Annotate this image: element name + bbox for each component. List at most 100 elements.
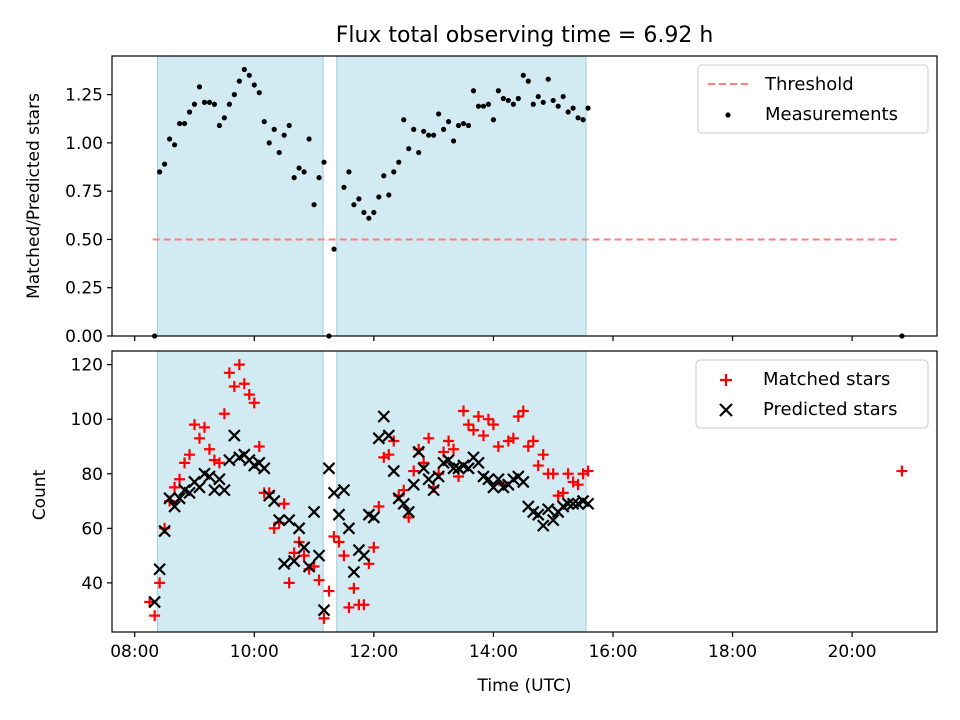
predicted-star-point [536, 519, 550, 532]
predicted-star-point [342, 522, 356, 535]
matched-star-point [149, 610, 161, 622]
measurement-point [515, 95, 521, 102]
predicted-star-point [581, 497, 595, 511]
matched-star-point [403, 511, 415, 523]
top-y-tick-label: 0.25 [65, 279, 103, 299]
measurement-point [396, 159, 402, 165]
predicted-star-point [287, 554, 301, 568]
matched-star-point [298, 550, 310, 562]
matched-star-point [184, 449, 196, 461]
matched-star-point [154, 577, 166, 589]
measurement-point [475, 103, 482, 109]
predicted-star-point [213, 472, 226, 486]
measurement-point [555, 103, 561, 109]
bottom-legend: Matched stars Predicted stars [695, 359, 929, 429]
matched-star-point [193, 432, 205, 444]
matched-star-point [572, 479, 584, 491]
matched-star-point [418, 457, 430, 469]
matched-star-point [477, 430, 489, 442]
predicted-star-point [317, 603, 331, 617]
measurement-point [495, 88, 501, 94]
measurement-point [480, 103, 487, 109]
matched-star-point [522, 440, 534, 452]
measurement-point [525, 78, 531, 84]
measurement-point [580, 117, 586, 123]
measurement-point [311, 202, 317, 208]
matched-star-point [318, 612, 330, 624]
top-y-axis-label: Matched/Predicted stars [24, 93, 44, 299]
legend-measurements-label: Measurements [765, 104, 898, 125]
measurement-point [351, 202, 357, 208]
measurement-point [251, 82, 257, 88]
measurement-point [306, 136, 312, 142]
x-tick-label: 18:00 [708, 642, 757, 662]
legend-threshold-label: Threshold [764, 74, 854, 95]
measurement-point [426, 132, 432, 138]
bottom-y-tick-label: 100 [71, 410, 103, 430]
legend-predicted-label: Predicted stars [763, 399, 897, 420]
legend-predicted-swatch [719, 403, 733, 417]
predicted-star-point [218, 483, 231, 497]
measurement-point [510, 101, 516, 107]
predicted-star-point [531, 508, 545, 521]
measurement-point [440, 126, 447, 132]
measurement-point [465, 122, 472, 129]
matched-star-point [338, 550, 350, 562]
measurement-point [196, 84, 203, 90]
predicted-star-point [397, 497, 411, 511]
x-tick-label: 16:00 [588, 642, 637, 662]
measurement-point [236, 78, 242, 84]
observing-window-band [336, 55, 587, 337]
bottom-panel: 40 60 80 100 120 08:00 10:00 12:00 14:00 16:00 18… [30, 350, 938, 696]
matched-star-point [358, 599, 370, 611]
measurement-point [181, 120, 188, 127]
predicted-star-point [272, 513, 286, 527]
measurement-point [540, 99, 546, 105]
predicted-star-point [297, 541, 311, 554]
measurement-point [331, 246, 337, 252]
predicted-star-point [292, 522, 306, 535]
matched-star-point [448, 443, 460, 455]
predicted-star-point [148, 595, 161, 609]
bottom-y-axis-label: Count [30, 469, 50, 520]
predicted-star-point [492, 472, 505, 486]
matched-star-point [527, 435, 539, 447]
predicted-star-point [517, 475, 530, 489]
measurement-point [166, 136, 173, 142]
predicted-star-point [203, 470, 216, 483]
measurement-point [211, 101, 218, 107]
measurement-point [201, 99, 208, 105]
measurement-point [530, 101, 536, 107]
matched-star-point [507, 432, 519, 444]
predicted-star-point [377, 410, 391, 423]
predicted-star-point [267, 494, 281, 508]
matched-star-point [203, 443, 215, 455]
measurement-point [485, 101, 492, 107]
matched-star-point [313, 574, 325, 586]
predicted-star-point [472, 456, 485, 470]
predicted-star-point [208, 483, 221, 497]
predicted-star-point [332, 508, 346, 521]
bottom-y-tick-label: 40 [81, 574, 103, 594]
x-tick-label: 08:00 [110, 642, 159, 662]
matched-star-point [218, 408, 230, 420]
measurement-point [341, 184, 347, 190]
matched-star-point [512, 410, 524, 422]
measurement-point [301, 169, 307, 175]
bottom-panel-frame [111, 350, 938, 633]
matched-star-point [463, 419, 475, 431]
predicted-star-point [561, 497, 575, 511]
predicted-star-point [462, 462, 475, 475]
measurement-point [391, 169, 397, 175]
measurement-point [560, 93, 566, 100]
measurement-point [500, 95, 506, 102]
predicted-star-point [337, 483, 351, 497]
predicted-star-point [372, 432, 386, 445]
predicted-star-point [158, 524, 171, 538]
measurement-point [216, 122, 223, 129]
measurement-point [281, 132, 287, 138]
bottom-y-tick-label: 120 [71, 356, 103, 376]
predicted-star-point [153, 562, 166, 576]
measurement-point [231, 92, 237, 98]
observing-window-band [156, 55, 324, 337]
